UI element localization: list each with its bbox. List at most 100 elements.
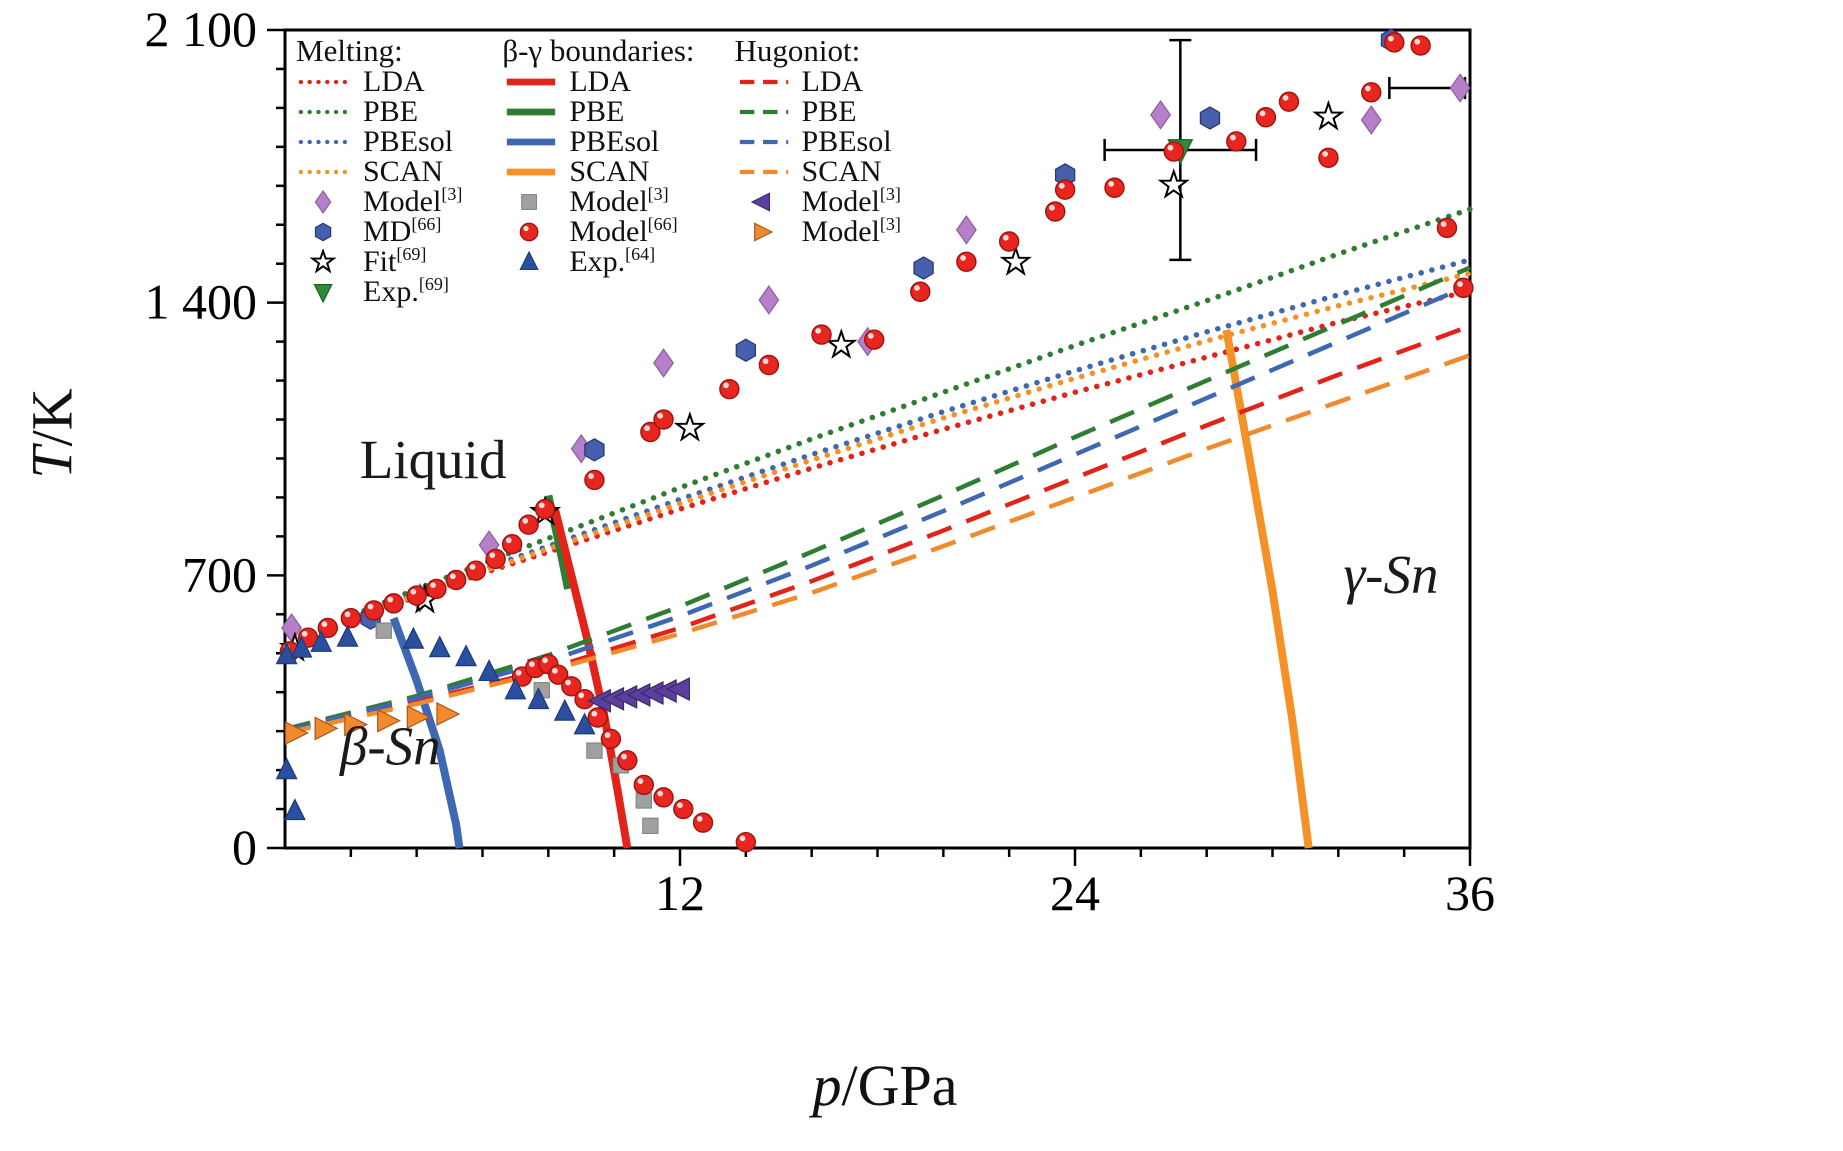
series-model-3-hugoniot-right-triangles	[284, 702, 461, 746]
y-tick-label: 1 400	[145, 274, 258, 330]
legend-item-exp: Exp.[69]	[296, 274, 462, 308]
legend-label: Model[3]	[801, 214, 901, 248]
line-dashed-swatch-icon	[739, 169, 788, 175]
line-solid-swatch-icon	[507, 78, 556, 86]
line-dashed-swatch-icon	[739, 109, 788, 115]
legend: Melting: LDA PBE PBEsol SCAN Model[3] MD[66] Fi…	[296, 34, 901, 307]
x-axis-unit: /GPa	[841, 1053, 958, 1118]
line-solid-swatch-icon	[507, 138, 556, 146]
legend-label: Exp.[69]	[363, 274, 449, 308]
legend-label: PBE	[801, 95, 857, 128]
phase-label-sn: β-Sn	[339, 715, 441, 776]
legend-label: LDA	[363, 65, 425, 98]
legend-item-scan: SCAN	[502, 157, 694, 187]
triangle-right-swatch-icon	[753, 222, 773, 242]
y-axis-variable: T	[19, 446, 85, 479]
triangle-up-swatch-icon	[519, 250, 540, 270]
line-dotted-swatch-icon	[298, 79, 352, 85]
legend-item-model: Model[3]	[502, 184, 694, 218]
series-model-3-hugoniot-left-triangles	[587, 677, 690, 713]
legend-label: SCAN	[363, 155, 444, 188]
diamond-swatch-icon	[314, 190, 332, 214]
legend-item-lda: LDA	[735, 67, 901, 97]
series-hugoniot-PBEsol	[284, 283, 1471, 734]
line-dashed-swatch-icon	[739, 139, 788, 145]
x-tick-label: 12	[655, 865, 705, 921]
star-swatch-icon	[309, 249, 337, 274]
legend-item-scan: SCAN	[735, 157, 901, 187]
triangle-down-swatch-icon	[313, 284, 333, 304]
legend-item-lda: LDA	[296, 67, 462, 97]
legend-label: Model[66]	[569, 214, 678, 248]
x-axis-variable: p	[812, 1053, 842, 1118]
legend-label: LDA	[569, 65, 631, 98]
y-axis-unit: /K	[19, 388, 85, 447]
series-hugoniot-LDA	[284, 323, 1471, 734]
x-tick-label: 36	[1445, 865, 1495, 921]
axis-ticks	[267, 28, 1472, 866]
legend-label: LDA	[801, 65, 864, 98]
line-solid-swatch-icon	[507, 168, 556, 176]
legend-label: SCAN	[569, 155, 650, 188]
legend-item-pbesol: PBEsol	[296, 127, 462, 157]
legend-label: PBEsol	[801, 125, 892, 158]
legend-label: PBEsol	[569, 125, 660, 158]
legend-item-pbesol: PBEsol	[502, 127, 694, 157]
y-tick-label: 700	[182, 546, 257, 602]
legend-item-scan: SCAN	[296, 157, 462, 187]
legend-item-lda: LDA	[502, 67, 694, 97]
legend-label: Model[3]	[569, 184, 669, 218]
legend-label: Fit[69]	[363, 244, 427, 278]
y-axis-title: T/K	[19, 324, 86, 544]
line-dashed-swatch-icon	[739, 79, 788, 85]
legend-header: Melting:	[296, 33, 403, 68]
legend-item-pbe: PBE	[735, 97, 901, 127]
legend-header: Hugoniot:	[734, 33, 861, 68]
series-exp-64-beta-gamma	[275, 624, 596, 821]
line-dotted-swatch-icon	[298, 139, 352, 145]
phase-labels: Liquid β-Sn γ-Sn	[339, 429, 1439, 776]
legend-item-model: Model[66]	[502, 214, 694, 248]
legend-label: MD[66]	[363, 214, 442, 248]
legend-column-0: Melting: LDA PBE PBEsol SCAN Model[3] MD[66] Fi…	[296, 34, 462, 307]
legend-item-model: Model[3]	[735, 185, 901, 217]
legend-label: PBE	[569, 95, 625, 128]
series-hugoniot-PBE	[284, 265, 1471, 732]
y-tick-label: 2 100	[145, 1, 258, 57]
legend-item-pbe: PBE	[502, 97, 694, 127]
phase-label-liquid: Liquid	[360, 429, 507, 490]
axis-tick-labels: 12 24 36 0 700 1 400 2 100	[145, 1, 1496, 921]
legend-label: PBEsol	[363, 125, 454, 158]
y-tick-label: 0	[232, 819, 257, 875]
line-dotted-swatch-icon	[298, 169, 352, 175]
error-bars	[1103, 38, 1467, 262]
line-solid-swatch-icon	[507, 108, 556, 116]
legend-item-fit: Fit[69]	[296, 244, 462, 278]
hexagon-swatch-icon	[314, 222, 332, 242]
legend-label: Exp.[64]	[569, 244, 656, 278]
legend-label: SCAN	[801, 155, 882, 188]
legend-label: Model[3]	[363, 184, 463, 218]
legend-column-1: β-γ boundaries: LDA PBE PBEsol SCAN Model[3] M…	[502, 34, 694, 307]
triangle-left-swatch-icon	[750, 192, 770, 212]
x-axis-title: p/GPa	[585, 1052, 1185, 1119]
legend-item-exp: Exp.[64]	[502, 244, 694, 278]
legend-column-2: Hugoniot: LDA PBE PBEsol SCAN Model[3] Model[3…	[735, 34, 901, 307]
legend-label: PBE	[363, 95, 419, 128]
square-swatch-icon	[521, 194, 538, 210]
legend-item-pbe: PBE	[296, 97, 462, 127]
series-beta-gamma-SCAN	[1222, 329, 1313, 849]
series-hugoniot-SCAN	[284, 353, 1471, 736]
series-model-66-melting-and-beta-gamma	[279, 32, 1474, 853]
series-beta-gamma-PBEsol	[389, 616, 464, 849]
legend-item-model: Model[3]	[296, 184, 463, 218]
legend-item-model: Model[3]	[735, 214, 901, 248]
legend-header: β-γ boundaries:	[502, 33, 695, 68]
legend-item-pbesol: PBEsol	[735, 127, 901, 157]
sphere-swatch-icon	[520, 222, 539, 242]
phase-label-sn: γ-Sn	[1344, 544, 1439, 605]
series-beta-gamma-LDA	[551, 508, 632, 849]
line-dotted-swatch-icon	[298, 109, 352, 115]
